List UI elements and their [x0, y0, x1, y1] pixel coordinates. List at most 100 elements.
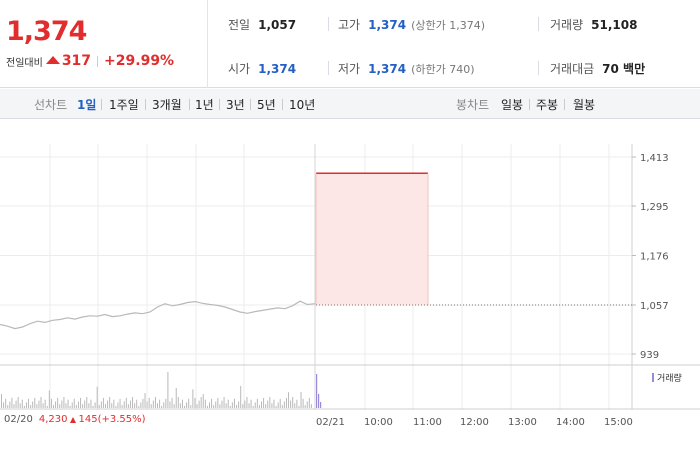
volume-bar — [302, 398, 304, 408]
volume-bar — [181, 399, 183, 408]
volume-bar — [88, 403, 90, 408]
volume-bar — [165, 398, 167, 408]
volume-bar — [238, 401, 240, 408]
volume-bar — [217, 397, 219, 408]
volume-bar — [28, 398, 30, 408]
prev-day-change: 145 — [78, 414, 98, 425]
volume-bar — [296, 399, 298, 408]
volume-bar — [136, 399, 138, 408]
volume-bar — [202, 394, 204, 408]
volume-bar — [119, 398, 121, 408]
x-tick-label: 12:00 — [460, 417, 489, 428]
volume-bar — [177, 397, 179, 408]
tab-1y[interactable]: 1년 — [195, 98, 214, 112]
volume-bar-today — [320, 402, 322, 408]
divider — [282, 99, 283, 110]
volume-bar — [279, 398, 281, 408]
divider — [529, 99, 530, 110]
volume-bar — [123, 401, 125, 408]
divider — [97, 55, 99, 67]
volume-bar — [7, 405, 9, 408]
stat-value: 1,374 — [368, 18, 407, 32]
volume-bar — [221, 400, 223, 408]
volume-bar — [236, 405, 238, 408]
x-tick-label: 15:00 — [604, 417, 633, 428]
volume-bar — [273, 399, 275, 408]
volume-bar — [59, 404, 61, 408]
x-tick-label: 11:00 — [413, 417, 442, 428]
y-tick-label: 939 — [640, 350, 659, 361]
volume-bar — [231, 402, 233, 408]
volume-bar — [132, 397, 134, 408]
today-fill — [316, 173, 428, 305]
volume-bar — [188, 398, 190, 408]
volume-bar — [167, 372, 169, 408]
volume-legend-label: 거래량 — [657, 374, 682, 384]
volume-bar — [229, 406, 231, 408]
tab-1d[interactable]: 1일 — [77, 98, 97, 112]
volume-bar — [171, 397, 173, 408]
volume-bar — [261, 401, 262, 408]
divider — [328, 61, 329, 75]
volume-bar — [190, 405, 192, 408]
candle-chart-label: 봉차트 — [456, 98, 490, 112]
prev-day-summary: 02/20 4,230 145 (+3.55%) — [4, 414, 146, 425]
tab-5y[interactable]: 5년 — [257, 98, 276, 112]
volume-bar — [227, 399, 229, 408]
volume-bar — [244, 400, 246, 408]
volume-bar — [159, 399, 161, 408]
volume-bar — [304, 405, 306, 408]
volume-bar — [254, 402, 256, 408]
volume-bar — [215, 401, 217, 408]
divider — [101, 99, 102, 110]
tab-weekly[interactable]: 주봉 — [536, 98, 559, 112]
volume-bar — [275, 406, 277, 408]
volume-bar — [233, 398, 235, 408]
volume-bar — [50, 398, 52, 408]
volume-bar — [92, 406, 94, 408]
change-label: 전일대비 — [6, 57, 43, 69]
volume-bar — [163, 402, 165, 408]
volume-bar — [248, 403, 250, 408]
volume-bar — [94, 402, 96, 408]
legend-swatch — [652, 373, 654, 382]
volume-bar — [5, 398, 7, 408]
volume-bar — [269, 397, 271, 408]
tab-10y[interactable]: 10년 — [289, 98, 316, 112]
volume-bar — [265, 404, 267, 408]
tab-1w[interactable]: 1주일 — [109, 98, 139, 112]
tab-monthly[interactable]: 월봉 — [573, 98, 596, 112]
y-tick-label: 1,413 — [640, 153, 669, 164]
tab-3m[interactable]: 3개월 — [152, 98, 182, 112]
stat-label: 고가 — [338, 18, 361, 32]
volume-bar — [258, 405, 260, 408]
divider — [189, 99, 190, 110]
y-tick-label: 1,295 — [640, 202, 669, 213]
stat-value: 51,108 — [591, 18, 638, 32]
stat-value: 1,057 — [258, 18, 297, 32]
x-axis-labels: 02/21 10:00 11:00 12:00 13:00 14:00 15:00 — [316, 417, 633, 428]
x-tick-label: 13:00 — [508, 417, 537, 428]
stat-high: 고가 1,374 (상한가 1,374) — [338, 16, 485, 33]
tab-daily[interactable]: 일봉 — [501, 98, 524, 112]
volume-bar — [277, 402, 279, 408]
volume-bar — [283, 401, 285, 408]
volume-bar — [57, 397, 59, 408]
price-chart[interactable]: 1,413 1,295 1,176 1,057 939 02/21 10:00 11:00 1… — [0, 120, 700, 450]
volume-bar — [129, 400, 131, 408]
volume-bar — [204, 399, 206, 408]
prev-day-date: 02/20 — [4, 414, 33, 425]
prev-day-change-percent: (+3.55%) — [97, 414, 146, 425]
volume-bar — [267, 400, 269, 408]
chart-canvas[interactable]: 1,413 1,295 1,176 1,057 939 02/21 10:00 11:00 1… — [0, 120, 700, 450]
current-price: 1,374 — [6, 16, 87, 47]
tab-3y[interactable]: 3년 — [226, 98, 245, 112]
price-box: 1,374 전일대비 317 +29.99% — [0, 0, 208, 88]
volume-bar — [1, 394, 2, 408]
volume-bar — [242, 404, 244, 408]
change-value: 317 — [61, 53, 92, 69]
volume-bar — [146, 401, 148, 408]
volume-bar — [127, 404, 129, 408]
today-area — [315, 172, 429, 305]
volume-bar — [23, 406, 25, 408]
